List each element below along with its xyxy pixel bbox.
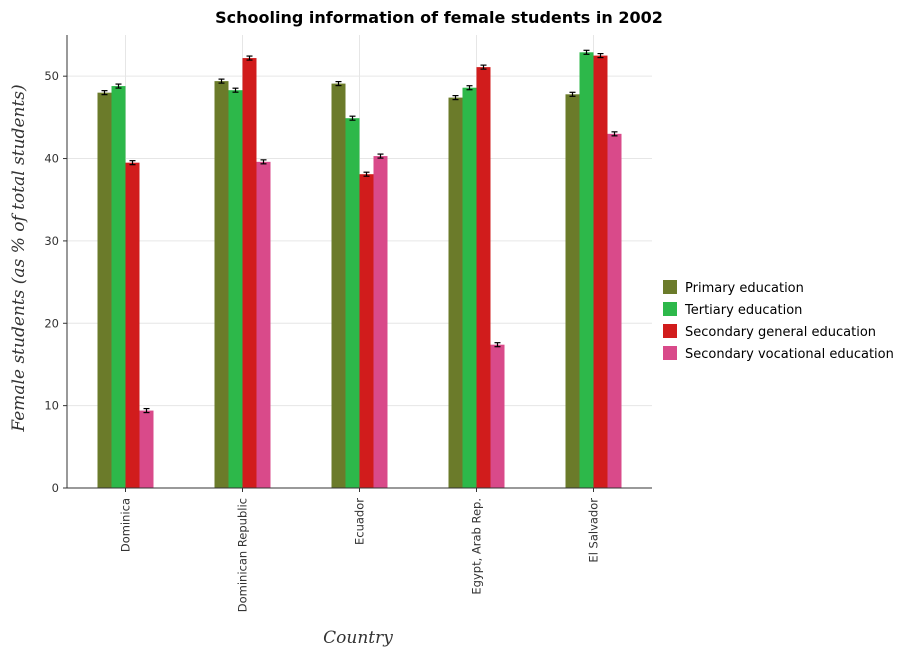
bar-tertiary-education-ecuador <box>345 118 360 489</box>
y-tick-label: 0 <box>52 481 59 495</box>
bar-tertiary-education-egypt-arab-rep <box>462 87 477 488</box>
x-tick-labels: Dominica Dominican Republic Ecuador Egypt, … <box>119 498 601 613</box>
chart-title: Schooling information of female students… <box>215 8 663 27</box>
bar-primary-education-dominica <box>97 92 112 489</box>
legend-label-primary-education: Primary education <box>685 281 804 296</box>
legend-label-secondary-vocational-education: Secondary vocational education <box>685 347 894 362</box>
bar-secondary-vocational-education-dominican-republic <box>256 161 271 488</box>
bar-secondary-vocational-education-el-salvador <box>607 133 622 488</box>
bar-tertiary-education-dominica <box>111 86 126 488</box>
bar-secondary-general-education-dominican-republic <box>242 58 257 488</box>
bar-primary-education-ecuador <box>331 83 346 488</box>
legend-swatch-secondary-vocational-education <box>663 346 677 360</box>
legend-label-secondary-general-education: Secondary general education <box>685 325 876 340</box>
x-tick-label: Dominican Republic <box>236 498 250 612</box>
bar-primary-education-dominican-republic <box>214 81 229 489</box>
x-axis-label: Country <box>323 628 393 648</box>
bars <box>97 49 622 489</box>
y-tick-label: 30 <box>44 234 59 248</box>
x-tick-label: Ecuador <box>353 498 367 545</box>
bar-secondary-general-education-ecuador <box>359 174 374 488</box>
legend-swatch-primary-education <box>663 280 677 294</box>
bar-secondary-vocational-education-dominica <box>139 410 154 488</box>
bar-secondary-general-education-dominica <box>125 162 140 488</box>
y-tick-label: 40 <box>44 152 59 166</box>
bar-tertiary-education-el-salvador <box>579 52 594 489</box>
legend: Primary education Tertiary education Secon… <box>663 280 894 362</box>
x-tick-label: Dominica <box>119 498 133 552</box>
bar-tertiary-education-dominican-republic <box>228 90 243 488</box>
axes <box>63 35 652 492</box>
bar-secondary-vocational-education-ecuador <box>373 156 388 489</box>
y-tick-label: 50 <box>44 69 59 83</box>
legend-swatch-tertiary-education <box>663 302 677 316</box>
y-axis-label: Female students (as % of total students) <box>9 84 29 432</box>
bar-primary-education-el-salvador <box>565 94 580 488</box>
bar-secondary-vocational-education-egypt-arab-rep <box>490 344 505 488</box>
legend-swatch-secondary-general-education <box>663 324 677 338</box>
y-tick-label: 10 <box>44 399 59 413</box>
x-tick-label: El Salvador <box>587 498 601 563</box>
x-tick-label: Egypt, Arab Rep. <box>470 498 484 595</box>
legend-label-tertiary-education: Tertiary education <box>684 303 802 318</box>
y-tick-label: 20 <box>44 316 59 330</box>
bar-secondary-general-education-el-salvador <box>593 55 608 488</box>
y-tick-labels: 0 10 20 30 40 50 <box>44 69 59 495</box>
bar-primary-education-egypt-arab-rep <box>448 97 463 488</box>
bar-secondary-general-education-egypt-arab-rep <box>476 67 491 488</box>
